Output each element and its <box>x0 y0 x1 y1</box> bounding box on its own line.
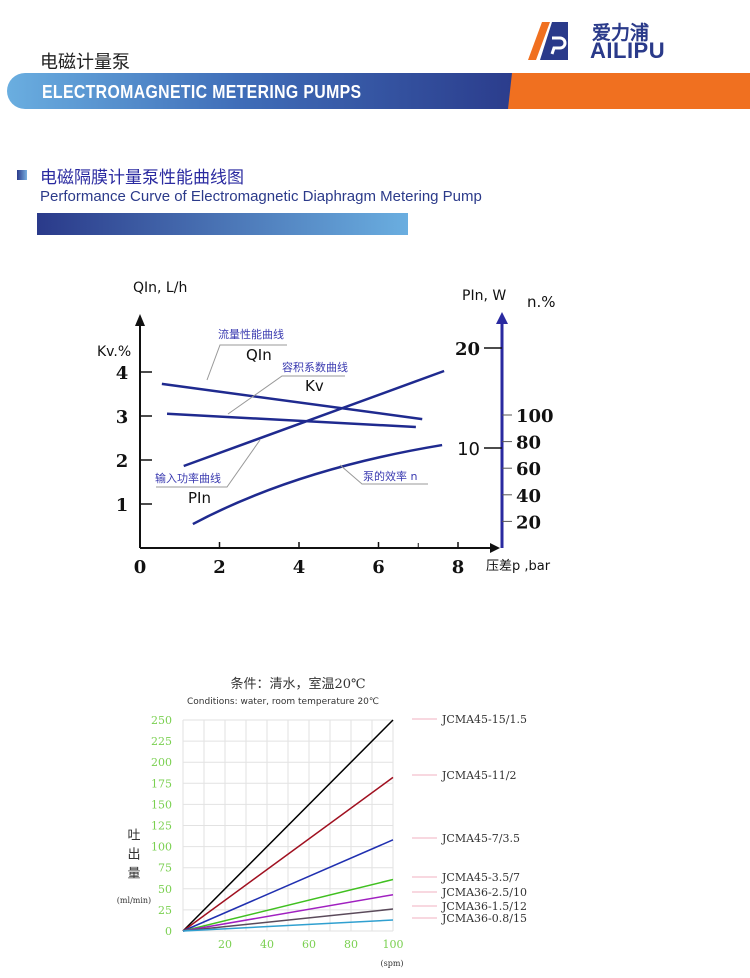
series-line <box>182 776 394 932</box>
annotation-leader-line <box>206 344 287 381</box>
curve-qin <box>161 382 423 421</box>
x-tick-label: 20 <box>218 938 232 951</box>
curve-kv <box>166 412 416 429</box>
x-tick-label: 0 <box>134 557 147 578</box>
y-axis-right-arrow-icon <box>496 312 508 324</box>
annotation-series-name: QIn <box>246 346 272 364</box>
y-axis-arrow-icon <box>135 314 145 326</box>
y-tick-label: 200 <box>151 756 172 769</box>
y-axis-label: 吐出量 <box>125 828 141 885</box>
x-tick-label: 100 <box>383 938 404 951</box>
annotation-label-cn: 泵的效率 n <box>363 469 417 483</box>
y-tick-label: 175 <box>151 777 172 790</box>
legend-label: JCMA45-3.5/7 <box>441 871 520 884</box>
y-tick-label-left: 1 <box>116 495 129 516</box>
series-line <box>182 719 394 932</box>
logo-text-en: AILIPU <box>590 38 666 63</box>
banner-title: ELECTROMAGNETIC METERING PUMPS <box>42 82 362 102</box>
y-tick-label-eff: 40 <box>516 486 541 507</box>
legend-label: JCMA45-11/2 <box>441 769 516 782</box>
section-title-cn: 电磁隔膜计量泵性能曲线图 <box>40 168 244 188</box>
x-axis-label: 压差p ,bar <box>486 559 551 574</box>
legend-label: JCMA45-7/3.5 <box>441 832 520 845</box>
series-line <box>182 908 394 932</box>
y-tick-label: 25 <box>158 904 172 917</box>
y-tick-label-eff: 100 <box>516 406 554 427</box>
y-tick-label: 50 <box>158 883 172 896</box>
annotation-label-cn: 容积系数曲线 <box>282 360 348 374</box>
curve-n <box>192 443 443 526</box>
ailipu-logo-icon <box>528 22 568 60</box>
section-bar <box>37 213 408 235</box>
annotation-leader-line <box>227 375 345 415</box>
series-line <box>182 893 394 932</box>
annotation-series-name: Kv <box>305 377 324 395</box>
annotation-series-name: PIn <box>188 489 211 507</box>
x-axis-arrow-icon <box>490 543 500 553</box>
y-tick-label: 225 <box>151 735 172 748</box>
header-banner-accent <box>508 73 750 109</box>
y-tick-label: 250 <box>151 714 172 727</box>
y-tick-label-eff: 60 <box>516 459 541 480</box>
y-tick-label-left: 2 <box>116 451 129 472</box>
x-axis-label: (spm) <box>380 959 403 968</box>
annotation-label-cn: 输入功率曲线 <box>155 471 221 485</box>
annotation-label-cn: 流量性能曲线 <box>218 327 284 341</box>
x-tick-label: 4 <box>293 557 306 578</box>
x-tick-label: 60 <box>302 938 316 951</box>
y-axis-label-flow: QIn, L/h <box>133 280 187 296</box>
y-axis-label-kv: Kv.% <box>97 344 131 360</box>
chart-subtitle: Conditions: water, room temperature 20℃ <box>187 697 379 707</box>
y-tick-label-power: 20 <box>455 339 480 360</box>
x-tick-label: 80 <box>344 938 358 951</box>
section-bullet-icon <box>17 170 27 180</box>
y-tick-label: 125 <box>151 820 172 833</box>
legend-label: JCMA36-0.8/15 <box>441 912 527 925</box>
y-axis-label-power: PIn, W <box>462 288 506 304</box>
y-tick-label: 0 <box>165 925 172 938</box>
series-line <box>182 919 394 932</box>
y-tick-label: 150 <box>151 798 172 811</box>
annotation-leader-line <box>156 439 261 488</box>
x-tick-label: 2 <box>213 557 226 578</box>
y-axis-label-efficiency: n.% <box>527 293 556 311</box>
chart-title: 条件：清水，室温20℃ <box>230 676 365 692</box>
y-tick-label-eff: 20 <box>516 512 541 533</box>
y-tick-label-eff: 80 <box>516 433 541 454</box>
x-tick-label: 40 <box>260 938 274 951</box>
series-line <box>182 878 394 932</box>
x-tick-label: 8 <box>452 557 465 578</box>
series-line <box>182 839 394 932</box>
legend-label: JCMA45-15/1.5 <box>441 713 527 726</box>
logo-text-cn: 爱力浦 <box>592 22 650 44</box>
y-tick-label: 100 <box>151 841 172 854</box>
annotation-leader-line <box>339 464 428 485</box>
legend-label: JCMA36-1.5/12 <box>441 900 527 913</box>
y-tick-label-left: 4 <box>116 363 129 384</box>
page-title-cn: 电磁计量泵 <box>40 52 130 73</box>
y-tick-label-left: 3 <box>116 407 129 428</box>
legend-label: JCMA36-2.5/10 <box>441 886 527 899</box>
x-tick-label: 6 <box>372 557 385 578</box>
header-banner <box>7 73 527 109</box>
y-tick-label-power: 10 <box>457 439 480 460</box>
curve-pin <box>183 369 445 468</box>
section-title-en: Performance Curve of Electromagnetic Dia… <box>40 188 482 205</box>
y-tick-label: 75 <box>158 862 172 875</box>
y-axis-unit: (ml/min) <box>117 896 151 905</box>
